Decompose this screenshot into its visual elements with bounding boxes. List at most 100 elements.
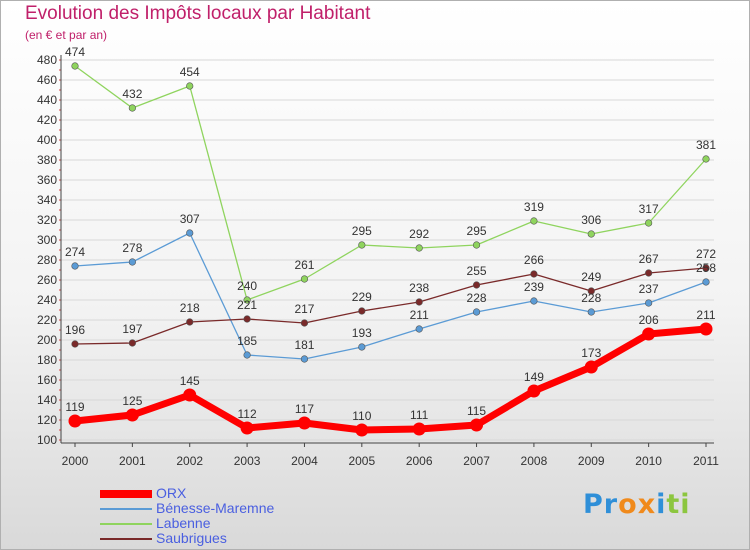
y-tick-label: 100 (37, 433, 57, 447)
data-point-saubrigues (530, 270, 538, 278)
data-label-b-nesse-maremne: 211 (410, 308, 429, 322)
x-tick-label: 2002 (176, 454, 203, 468)
data-label-orx: 117 (295, 402, 314, 416)
data-point-b-nesse-maremne (702, 278, 710, 286)
data-point-orx (412, 422, 426, 436)
data-point-b-nesse-maremne (530, 297, 538, 305)
chart-subtitle: (en € et par an) (25, 28, 108, 42)
y-tick-label: 260 (37, 273, 57, 287)
logo-letter: i (656, 489, 667, 520)
data-label-orx: 206 (639, 313, 659, 327)
y-tick-label: 140 (37, 393, 57, 407)
data-point-b-nesse-maremne (415, 325, 423, 333)
data-label-orx: 173 (581, 346, 601, 360)
data-point-saubrigues (415, 298, 423, 306)
y-tick-label: 440 (37, 93, 57, 107)
data-point-b-nesse-maremne (472, 308, 481, 316)
data-label-saubrigues: 238 (409, 281, 429, 295)
data-point-labenne (186, 82, 194, 90)
proxiti-logo: Proxiti (583, 489, 691, 520)
data-point-labenne (415, 244, 423, 252)
legend-swatch (100, 523, 152, 525)
data-point-b-nesse-maremne (300, 355, 309, 363)
data-point-labenne (472, 241, 481, 249)
x-tick-label: 2007 (463, 454, 490, 468)
x-tick-label: 2008 (521, 454, 548, 468)
legend-swatch (100, 508, 152, 510)
data-label-b-nesse-maremne: 228 (467, 291, 487, 305)
data-label-b-nesse-maremne: 193 (352, 326, 372, 340)
data-point-saubrigues (71, 340, 79, 348)
data-point-b-nesse-maremne (645, 299, 653, 307)
logo-letter: o (618, 489, 638, 520)
data-point-labenne (587, 230, 595, 238)
data-point-saubrigues (358, 307, 366, 315)
data-point-orx (470, 418, 484, 432)
data-point-saubrigues (300, 319, 309, 327)
y-tick-label: 420 (37, 113, 57, 127)
legend-swatch (100, 490, 152, 498)
data-point-labenne (645, 219, 653, 227)
y-tick-label: 220 (37, 313, 57, 327)
x-tick-label: 2009 (578, 454, 605, 468)
data-point-saubrigues (186, 318, 194, 326)
data-point-saubrigues (472, 281, 481, 289)
data-label-labenne: 432 (122, 87, 142, 101)
logo-letter: P (583, 489, 604, 520)
y-tick-label: 400 (37, 133, 57, 147)
data-label-labenne: 381 (696, 138, 716, 152)
data-label-b-nesse-maremne: 278 (122, 241, 142, 255)
data-label-labenne: 454 (180, 65, 200, 79)
data-label-saubrigues: 218 (180, 301, 200, 315)
data-label-b-nesse-maremne: 181 (294, 338, 314, 352)
data-label-saubrigues: 229 (352, 290, 372, 304)
grid-lines (61, 59, 714, 441)
data-point-orx (125, 408, 139, 422)
data-label-orx: 119 (65, 400, 84, 414)
legend-label: Bénesse-Maremne (156, 500, 275, 516)
data-point-b-nesse-maremne (243, 351, 251, 359)
logo-letter: x (637, 489, 657, 520)
data-label-labenne: 306 (581, 213, 601, 227)
x-tick-label: 2004 (291, 454, 318, 468)
data-label-saubrigues: 197 (122, 322, 142, 336)
data-label-orx: 125 (122, 394, 142, 408)
x-tick-label: 2000 (62, 454, 89, 468)
data-point-b-nesse-maremne (358, 343, 366, 351)
data-label-labenne: 292 (409, 227, 429, 241)
data-point-labenne (300, 275, 309, 283)
series-layer (68, 62, 713, 437)
x-tick-label: 2001 (119, 454, 146, 468)
data-label-labenne: 295 (467, 224, 487, 238)
data-point-labenne (702, 155, 710, 163)
data-point-saubrigues (587, 287, 595, 295)
data-point-orx (699, 322, 713, 336)
data-label-saubrigues: 272 (696, 247, 716, 261)
data-label-labenne: 240 (237, 279, 257, 293)
legend-label: Saubrigues (156, 530, 227, 546)
data-point-orx (584, 360, 598, 374)
data-point-labenne (358, 241, 366, 249)
y-tick-label: 120 (37, 413, 57, 427)
y-tick-label: 240 (37, 293, 57, 307)
data-point-orx (642, 327, 656, 341)
data-label-orx: 211 (696, 308, 715, 322)
data-point-b-nesse-maremne (128, 258, 136, 266)
data-point-orx (240, 421, 254, 435)
y-tick-label: 380 (37, 153, 57, 167)
data-label-orx: 112 (238, 407, 257, 421)
x-tick-label: 2003 (234, 454, 261, 468)
logo-letter: t (666, 489, 681, 520)
data-label-saubrigues: 196 (65, 323, 85, 337)
x-tick-label: 2006 (406, 454, 433, 468)
legend-label: Labenne (156, 515, 211, 531)
y-tick-label: 280 (37, 253, 57, 267)
series-line-b-nesse-maremne (74, 232, 707, 360)
y-tick-label: 460 (37, 73, 57, 87)
series-line-orx (74, 325, 707, 434)
data-point-orx (183, 388, 197, 402)
data-point-saubrigues (702, 264, 710, 272)
data-label-orx: 111 (410, 408, 429, 422)
data-point-labenne (71, 62, 79, 70)
data-label-labenne: 317 (639, 202, 659, 216)
